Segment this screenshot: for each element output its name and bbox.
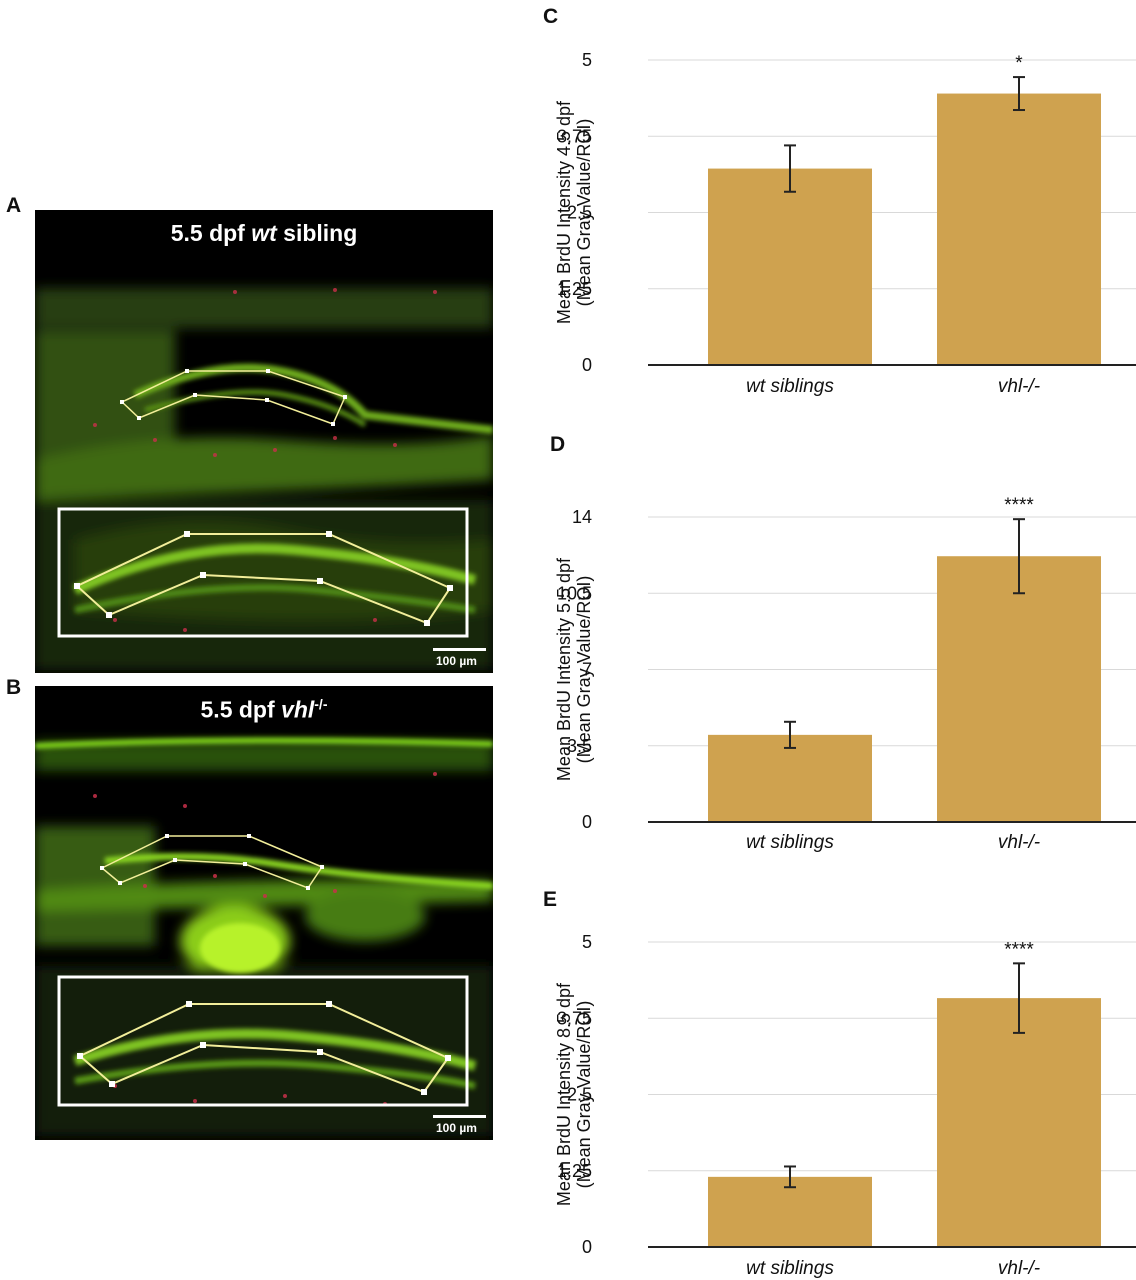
significance-marker: **** (1004, 939, 1034, 960)
y-axis-label: Mean BrdU Intensity 8.5 dpf(Mean Gray Va… (554, 982, 594, 1206)
y-tick-label: 1.25 (557, 1161, 592, 1181)
category-label: wt siblings (746, 832, 834, 853)
scalebar-label-b: 100 µm (436, 1121, 477, 1135)
category-label: wt siblings (746, 1258, 834, 1279)
chart-c-plot: 0 1.25 2.5 3.75 5 wt siblings * vhl-/- Mean BrdU… (554, 50, 1136, 397)
y-tick-label: 1.25 (557, 279, 592, 299)
y-tick-label: 5 (582, 932, 592, 952)
micrograph-a-image (35, 288, 493, 670)
bar-wt-siblings (708, 1176, 872, 1247)
bar-wt-siblings (708, 168, 872, 365)
panel-letter-e: E (543, 888, 558, 911)
y-tick-label: 7 (582, 660, 592, 680)
y-tick-label: 2.5 (567, 203, 592, 223)
y-tick-label: 5 (582, 50, 592, 70)
bar-vhl-mutant (937, 93, 1101, 366)
y-tick-label: 0 (582, 1237, 592, 1257)
significance-marker: * (1015, 53, 1023, 74)
y-tick-label: 14 (572, 507, 592, 527)
scalebar-label-a: 100 µm (436, 654, 477, 668)
micrograph-wt-sibling: 5.5 dpf wt sibling 100 µm (35, 210, 493, 673)
y-axis-label-line2: (Mean Gray Value/ROI) (574, 576, 594, 764)
y-tick-label: 10.5 (557, 583, 592, 603)
chart-e-plot: 0 1.25 2.5 3.75 5 wt siblings **** vhl-/- Mean B… (554, 932, 1136, 1279)
panel-letter-c: C (543, 5, 559, 28)
y-tick-label: 3.75 (557, 1008, 592, 1028)
chart-c: C 0 1.25 2.5 3.75 5 wt siblings * vhl-/- Mean Br… (540, 0, 1136, 400)
category-label: vhl-/- (998, 376, 1040, 397)
chart-e: E 0 1.25 2.5 3.75 5 wt siblings **** vhl-/- Mean… (540, 880, 1136, 1280)
y-tick-label: 3.75 (557, 126, 592, 146)
micrograph-b-image (35, 737, 493, 1136)
panel-letter-d: D (550, 433, 566, 456)
y-tick-label: 3.5 (567, 736, 592, 756)
micrograph-a-title: 5.5 dpf wt sibling (170, 220, 358, 246)
y-axis-label-line1: Mean BrdU Intensity 4.5 dpf (554, 100, 574, 324)
chart-d-plot: 0 3.5 7 10.5 14 wt siblings **** vhl-/- Mean Brd… (554, 495, 1136, 853)
y-axis-label-line1: Mean BrdU Intensity 5.5 dpf (554, 557, 574, 781)
bar-wt-siblings (708, 734, 872, 822)
bar-vhl-mutant (937, 998, 1101, 1247)
y-axis-label: Mean BrdU Intensity 5.5 dpf(Mean Gray Va… (554, 557, 594, 781)
bar-vhl-mutant (937, 556, 1101, 822)
panel-letter-a: A (6, 194, 22, 217)
micrograph-b-title: 5.5 dpf vhl-/- (200, 696, 328, 723)
significance-marker: **** (1004, 495, 1034, 516)
y-tick-label: 2.5 (567, 1085, 592, 1105)
category-label: vhl-/- (998, 1258, 1040, 1279)
y-axis-label-line2: (Mean Gray Value/ROI) (574, 1001, 594, 1189)
y-tick-label: 0 (582, 355, 592, 375)
chart-d: D 0 3.5 7 10.5 14 wt siblings **** vhl-/- Mean B… (540, 430, 1136, 860)
panel-letter-b: B (6, 676, 22, 699)
y-axis-label: Mean BrdU Intensity 4.5 dpf(Mean Gray Va… (554, 100, 594, 324)
category-label: wt siblings (746, 376, 834, 397)
micrograph-vhl-mutant: 5.5 dpf vhl-/- 100 µm (35, 686, 493, 1140)
y-axis-label-line2: (Mean Gray Value/ROI) (574, 119, 594, 307)
category-label: vhl-/- (998, 832, 1040, 853)
y-tick-label: 0 (582, 812, 592, 832)
y-axis-label-line1: Mean BrdU Intensity 8.5 dpf (554, 982, 574, 1206)
